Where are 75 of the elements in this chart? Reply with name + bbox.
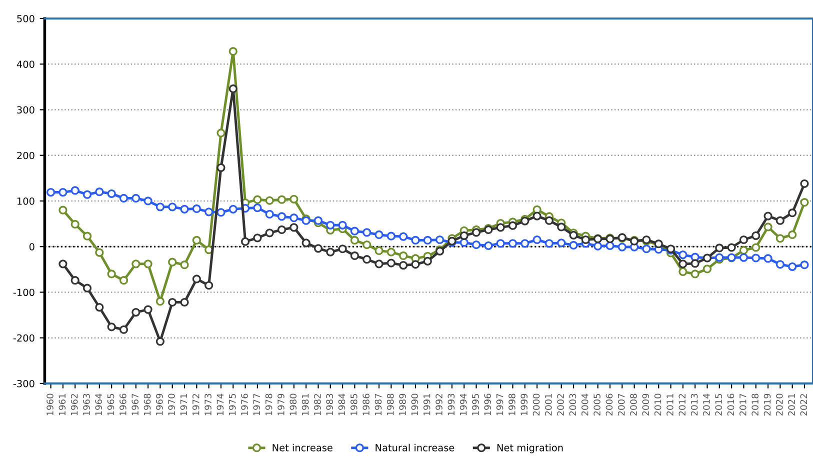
x-tick-label: 1986	[362, 394, 370, 416]
x-tick-label: 1968	[144, 394, 151, 416]
x-tick-label: 1996	[484, 394, 492, 416]
x-tick-label: 1965	[107, 394, 114, 416]
x-tick-label: 2017	[740, 394, 746, 416]
x-tick-label: 2018	[752, 394, 758, 416]
x-tick-label: 2014	[703, 394, 710, 416]
x-tick-label: 1993	[448, 394, 455, 416]
legend-label: Net migration	[497, 444, 563, 454]
x-tick-label: 1991	[423, 394, 430, 416]
y-tick-label: 300	[17, 106, 34, 114]
y-tick-label: -300	[13, 380, 34, 388]
x-tick-label: 1969	[156, 394, 163, 416]
x-tick-label: 1960	[46, 394, 54, 416]
x-tick-label: 2007	[618, 394, 625, 416]
y-tick-label: 400	[16, 60, 34, 68]
x-tick-label: 1974	[216, 394, 224, 416]
x-tick-label: 1985	[350, 394, 358, 416]
x-tick-label: 2005	[594, 394, 600, 416]
x-tick-label: 2001	[544, 394, 552, 416]
x-tick-label: 2012	[678, 394, 686, 416]
x-tick-label: 2008	[630, 394, 637, 416]
x-tick-label: 2020	[776, 394, 783, 416]
y-tick-label: 0	[29, 243, 34, 250]
x-tick-label: 2004	[581, 394, 588, 416]
x-tick-label: 2021	[788, 394, 795, 416]
x-tick-label: 1980	[290, 394, 297, 416]
x-tick-label: 1988	[386, 394, 394, 416]
x-tick-label: 2010	[654, 394, 662, 416]
x-tick-label: 2011	[666, 394, 674, 416]
x-tick-label: 2000	[532, 394, 540, 416]
x-tick-label: 1994	[460, 394, 467, 416]
x-tick-label: 1995	[472, 394, 479, 416]
x-tick-label: 1972	[192, 394, 200, 416]
x-tick-label: 1982	[314, 394, 321, 416]
y-tick-label: -100	[13, 288, 34, 296]
y-tick-label: -200	[13, 334, 34, 342]
x-tick-label: 1981	[302, 394, 309, 416]
x-tick-label: 1999	[520, 394, 528, 416]
x-tick-label: 1987	[374, 394, 382, 416]
x-tick-label: 1961	[58, 394, 66, 416]
legend-label: Natural increase	[376, 444, 454, 452]
x-tick-label: 1970	[168, 394, 175, 416]
x-tick-label: 1973	[204, 394, 212, 416]
x-tick-label: 1976	[241, 394, 248, 416]
x-tick-label: 2006	[606, 394, 613, 416]
x-tick-label: 2019	[764, 394, 771, 416]
x-tick-label: 2015	[715, 394, 722, 416]
x-tick-label: 2013	[690, 394, 698, 416]
x-tick-label: 1963	[83, 394, 90, 416]
x-tick-label: 1978	[265, 394, 272, 416]
x-tick-label: 1990	[411, 394, 418, 416]
x-tick-label: 1967	[132, 394, 139, 416]
y-tick-label: 100	[18, 197, 34, 205]
x-tick-label: 1984	[338, 394, 346, 416]
x-tick-label: 1962	[70, 394, 78, 416]
x-tick-label: 1989	[399, 394, 406, 416]
x-tick-label: 1979	[278, 394, 284, 416]
x-tick-label: 1983	[326, 394, 334, 416]
y-tick-label: 200	[17, 152, 34, 160]
x-tick-label: 1966	[120, 394, 126, 416]
x-tick-label: 2009	[642, 394, 650, 416]
y-tick-label: 500	[17, 14, 34, 22]
x-tick-label: 2016	[727, 394, 734, 416]
x-tick-label: 1998	[508, 394, 516, 416]
x-tick-label: 1964	[95, 394, 102, 416]
x-tick-label: 1971	[180, 394, 188, 416]
x-tick-label: 1992	[436, 394, 442, 416]
x-tick-label: 1997	[496, 394, 504, 416]
x-tick-label: 2003	[569, 394, 576, 416]
x-tick-label: 1977	[253, 394, 260, 416]
x-tick-label: 1975	[228, 394, 236, 416]
x-tick-label: 2002	[557, 394, 564, 416]
legend-label: Net increase	[272, 444, 332, 452]
x-tick-label: 2022	[800, 394, 808, 416]
